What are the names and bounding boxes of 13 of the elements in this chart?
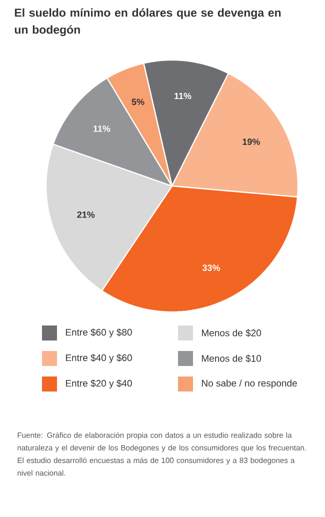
data-label: 11% <box>94 126 110 132</box>
data-label: 19% <box>242 138 260 145</box>
legend-label: Entre $20 y $40 <box>66 379 132 389</box>
data-label: 21% <box>77 211 95 218</box>
legend-label: Menos de $20 <box>202 329 262 337</box>
data-label: 33% <box>202 264 220 271</box>
legend-label: Entre $40 y $60 <box>66 354 132 364</box>
chart-title: El sueldo mínimo en dólares que se devenga en un bodegón <box>14 8 281 36</box>
legend-label: Entre $60 y $80 <box>66 328 132 338</box>
data-label: 11% <box>174 92 192 100</box>
legend-label: No sabe / no responde <box>202 380 297 388</box>
legend-label: Menos de $10 <box>202 354 262 362</box>
data-label: 5% <box>132 98 144 106</box>
